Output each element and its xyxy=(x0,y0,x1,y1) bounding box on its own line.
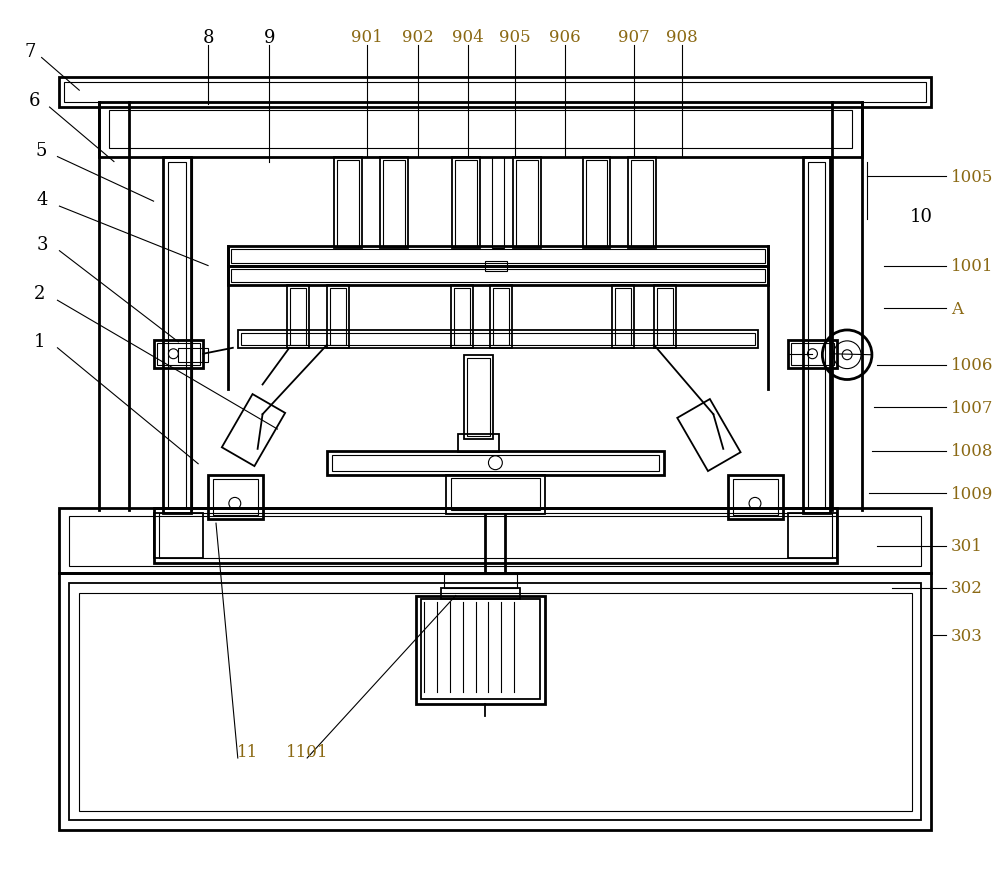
Text: 301: 301 xyxy=(951,538,983,554)
Bar xyxy=(490,286,512,348)
Bar xyxy=(446,475,545,514)
Text: 1005: 1005 xyxy=(951,169,994,186)
Bar xyxy=(383,161,405,247)
Bar xyxy=(79,593,912,811)
Text: 905: 905 xyxy=(499,30,531,46)
Text: 1: 1 xyxy=(34,333,45,350)
Bar xyxy=(231,269,765,283)
Bar xyxy=(163,157,191,514)
Bar xyxy=(441,588,520,600)
Bar xyxy=(337,161,359,247)
Text: 1008: 1008 xyxy=(951,443,994,460)
Text: 5: 5 xyxy=(36,142,47,159)
Bar xyxy=(241,334,755,346)
Bar xyxy=(444,574,517,588)
Text: 901: 901 xyxy=(351,30,382,46)
Bar xyxy=(451,478,540,511)
Bar xyxy=(455,161,477,247)
Text: A: A xyxy=(951,301,963,317)
Text: 907: 907 xyxy=(618,30,650,46)
Text: 1007: 1007 xyxy=(951,399,994,416)
Text: 8: 8 xyxy=(202,29,214,47)
Text: 908: 908 xyxy=(666,30,698,46)
Text: 302: 302 xyxy=(951,580,983,596)
Bar xyxy=(330,289,346,346)
Bar xyxy=(290,289,306,346)
Text: 4: 4 xyxy=(37,191,48,209)
Bar xyxy=(733,479,778,515)
Bar xyxy=(59,508,931,573)
Text: 904: 904 xyxy=(452,30,484,46)
Bar xyxy=(628,157,656,249)
Bar xyxy=(452,157,480,249)
Bar xyxy=(657,289,673,346)
Bar xyxy=(213,479,258,515)
Bar xyxy=(334,157,362,249)
Bar xyxy=(159,514,832,558)
Bar xyxy=(154,508,837,563)
Text: 1009: 1009 xyxy=(951,486,994,502)
Bar xyxy=(69,517,921,566)
Bar xyxy=(631,161,653,247)
Text: 7: 7 xyxy=(24,43,35,61)
Bar xyxy=(287,286,309,348)
Bar xyxy=(332,455,659,471)
Bar xyxy=(492,157,504,249)
Bar xyxy=(788,341,837,368)
Bar xyxy=(208,475,263,520)
Text: 1001: 1001 xyxy=(951,258,994,275)
Bar xyxy=(59,78,931,108)
Bar xyxy=(516,161,538,247)
Bar xyxy=(583,157,610,249)
Bar xyxy=(59,573,931,831)
Bar xyxy=(788,514,837,558)
Bar xyxy=(454,289,470,346)
Text: 1006: 1006 xyxy=(951,357,994,374)
Bar xyxy=(69,583,921,820)
Text: 10: 10 xyxy=(910,208,933,226)
Text: 2: 2 xyxy=(34,285,45,303)
Bar xyxy=(178,348,208,362)
Bar xyxy=(485,262,507,271)
Bar xyxy=(728,475,783,520)
Bar xyxy=(231,249,765,263)
Bar xyxy=(228,247,768,266)
Bar xyxy=(109,111,852,149)
Bar xyxy=(586,161,607,247)
Bar xyxy=(154,514,203,558)
Bar xyxy=(803,157,830,514)
Bar xyxy=(99,103,862,157)
Bar xyxy=(416,596,545,705)
Bar xyxy=(615,289,631,346)
Text: 11: 11 xyxy=(237,743,258,760)
Bar xyxy=(380,157,408,249)
Bar xyxy=(327,451,664,475)
Bar xyxy=(157,343,200,365)
Text: 303: 303 xyxy=(951,627,983,644)
Text: 1101: 1101 xyxy=(286,743,328,760)
Bar xyxy=(168,163,186,508)
Bar xyxy=(228,266,768,286)
Bar xyxy=(513,157,541,249)
Bar xyxy=(493,289,509,346)
Bar xyxy=(808,163,825,508)
Bar xyxy=(451,286,473,348)
Bar xyxy=(327,286,349,348)
Bar xyxy=(612,286,634,348)
Bar xyxy=(791,343,834,365)
Bar xyxy=(238,330,758,348)
Bar xyxy=(154,341,203,368)
Text: 6: 6 xyxy=(29,92,40,110)
Bar xyxy=(64,83,926,103)
Bar xyxy=(464,355,493,440)
Text: 902: 902 xyxy=(402,30,434,46)
Text: 9: 9 xyxy=(264,29,275,47)
Text: 906: 906 xyxy=(549,30,581,46)
Bar xyxy=(654,286,676,348)
Bar xyxy=(458,434,499,452)
Text: 3: 3 xyxy=(37,235,48,254)
Bar xyxy=(467,358,490,436)
Bar xyxy=(421,600,540,699)
